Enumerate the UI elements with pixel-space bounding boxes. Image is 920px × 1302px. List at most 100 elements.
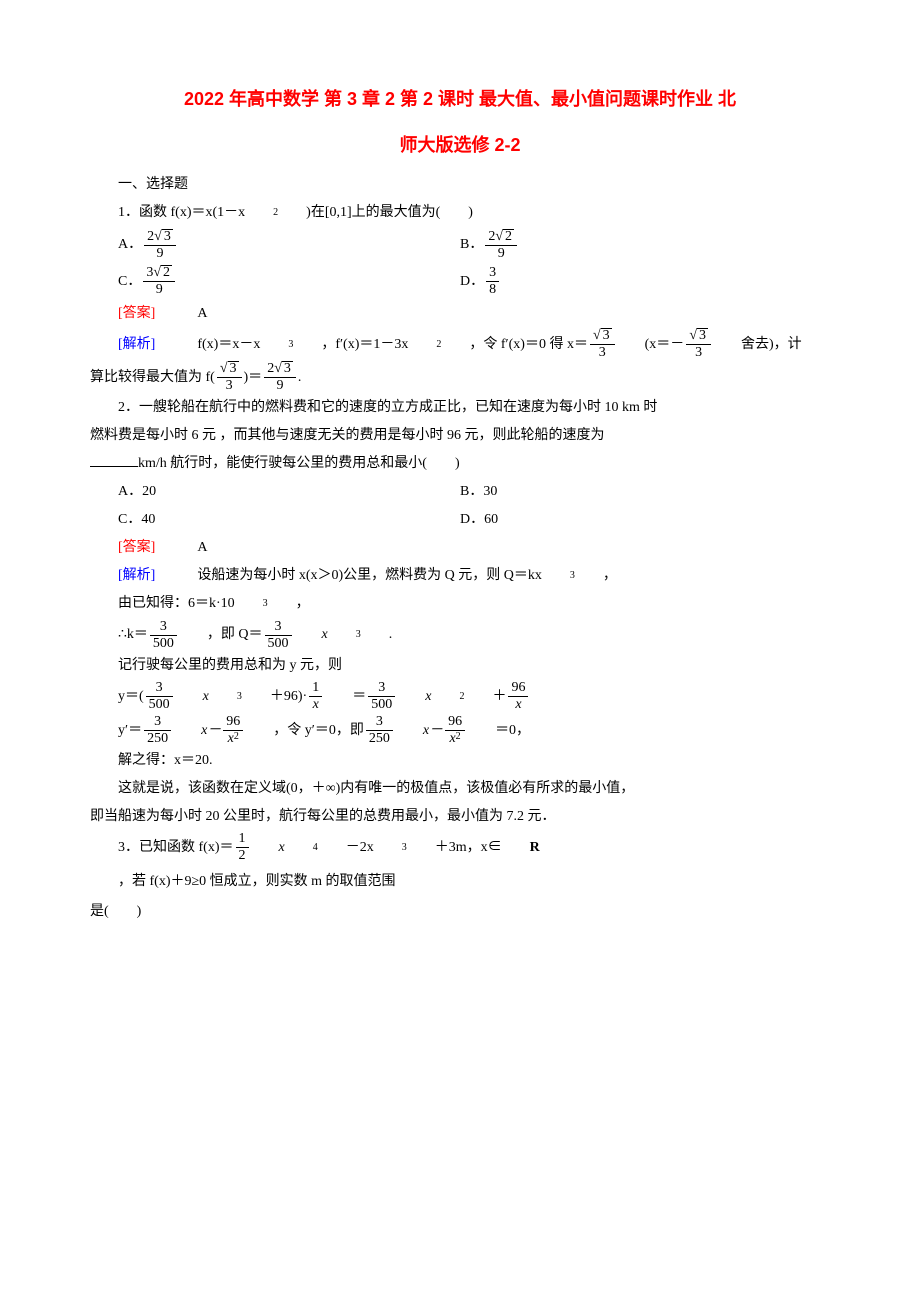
one: 1 [309,680,322,697]
jx6c: ，令 y′＝0，即 [245,714,364,748]
real: R [502,831,540,865]
q1-stem: 1．函数 f(x)＝x(1－x2)在[0,1]上的最大值为( ) [90,199,830,227]
n250a: 250 [144,731,171,747]
q1A-rad: 3 [162,229,173,245]
fill-blank [90,451,138,468]
q1j-a: f(x)＝x－x [155,331,260,359]
frac-1-2: 12 [236,831,249,864]
q1-answer: [答案] A [90,300,830,328]
frac-sqrt3-3-c: √33 [217,361,242,394]
q3s3: －2x [318,831,374,865]
frac-sqrt3-3-b: √33 [686,328,711,361]
section-1-heading: 一、选择题 [90,171,830,199]
q2B: B．30 [460,478,497,506]
kd4: 500 [368,697,395,713]
q1-options-row1: A． 2√3 9 B． 2√2 9 [90,227,830,263]
jx6d: x－ [395,714,443,748]
q2jx1t: 设船速为每小时 x(x＞0)公里，燃料费为 Q 元，则 Q＝kx [155,562,542,590]
frac-3-500-c: 3500 [146,680,173,713]
q2A: A．20 [90,478,156,506]
kd3: 500 [146,697,173,713]
jx5d: ＝ [324,680,366,714]
q1-optC-label: C． [90,264,141,300]
n250b: 250 [366,731,393,747]
r3c: 3 [228,361,239,377]
jx5f: ＋ [464,680,506,714]
q2jx3a: ∴k＝ [90,618,148,652]
frac-3-500-d: 3500 [368,680,395,713]
q1j-g: )＝ [244,364,263,392]
q2-l3b: km/h 航行时，能使行驶每公里的费用总和最小( ) [138,456,460,471]
kd: 500 [150,636,177,652]
q2-jx3: ∴k＝3500，即 Q＝3500x3. [90,618,830,652]
jx6b: x－ [173,714,221,748]
q1-stem-b: )在[0,1]上的最大值为( ) [278,199,473,227]
q3s1: 3．已知函数 f(x)＝ [90,831,234,865]
q2-jx8: 这就是说，该函数在定义域(0，＋∞)内有唯一的极值点，该极值必有所求的最小值， [90,775,830,803]
n96c: 96 [445,714,465,731]
r3a: 3 [601,328,612,344]
q1j-c: ，令 f′(x)＝0 得 x＝ [441,331,588,359]
frac-3-500-a: 3500 [150,619,177,652]
sup4: 4 [285,836,318,860]
q1D-den: 8 [486,282,499,298]
q3s4: ＋3m，x∈ [407,831,502,865]
d3c: 3 [217,378,242,394]
xd2: x [508,697,528,713]
kd2: 500 [265,636,292,652]
n96b: 96 [223,714,243,731]
q1-optD-label: D． [460,264,484,300]
q3s5: ，若 f(x)＋9≥0 恒成立，则实数 m 的取值范围 [90,865,396,899]
kn2: 3 [265,619,292,636]
q2-ans-val: A [155,534,207,562]
sup3d: 3 [328,623,361,647]
sup-2: 2 [245,203,278,223]
q1C-numa: 3 [146,265,153,281]
answer-label: [答案] [90,300,155,328]
q1j-h: . [298,364,302,392]
sup2d: 2 [456,731,461,747]
xd: x [309,697,322,713]
r3b: 3 [697,328,708,344]
q2D: D．60 [460,506,498,534]
frac-96-x2-a: 96x2 [223,714,243,747]
frac-sqrt3-3-a: √33 [590,328,615,361]
q1-ans-val: A [155,300,207,328]
q1-optB-frac: 2√2 9 [485,229,517,262]
hd: 2 [236,848,249,864]
d3b: 3 [686,345,711,361]
q1B-numa: 2 [488,229,495,245]
frac-3-250-b: 3250 [366,714,393,747]
q1A-numa: 2 [147,229,154,245]
q2jx2t: 由已知得：6＝k·10 [90,590,235,618]
q2jx3c: x [294,618,328,652]
q1-optC-frac: 3√2 9 [143,265,175,298]
sup2c: 2 [234,731,239,747]
sup3f: 3 [374,836,407,860]
n2a: 2 [267,361,274,377]
q2-answer: [答案] A [90,534,830,562]
frac-96-x: 96x [508,680,528,713]
q1C-den: 9 [143,282,175,298]
kn: 3 [150,619,177,636]
q2jx2b: ， [268,590,310,618]
q1D-num: 3 [486,265,499,282]
q1B-den: 9 [485,246,517,262]
d9a: 9 [264,378,296,394]
kn4: 3 [368,680,395,697]
q2-jx5: y＝(3500x3＋96)·1x＝3500x2＋96x [90,680,830,714]
jx6e: ＝0， [467,714,530,748]
q2-opts-2: C．40 D．60 [90,506,830,534]
q1B-rad: 2 [503,229,514,245]
q3-stem-2: 是( ) [90,898,830,926]
q1-optA-frac: 2√3 9 [144,229,176,262]
q3s2: x [251,831,285,865]
hn: 1 [236,831,249,848]
q1-optD-frac: 3 8 [486,265,499,298]
q2-l1: 2．一艘轮船在航行中的燃料费和它的速度的立方成正比，已知在速度为每小时 10 k… [90,394,830,422]
sup3c: 3 [235,594,268,614]
q2-l3: km/h 航行时，能使行驶每公里的费用总和最小( ) [90,450,830,478]
q2-l2: 燃料费是每小时 6 元 ，而其他与速度无关的费用是每小时 96 元，则此轮船的速… [90,422,830,450]
q2-jx9: 即当船速为每小时 20 公里时，航行每公里的总费用最小，最小值为 7.2 元． [90,803,830,831]
q1-jiexi-1: [解析] f(x)＝x－x3，f′(x)＝1－3x2，令 f′(x)＝0 得 x… [90,328,830,361]
